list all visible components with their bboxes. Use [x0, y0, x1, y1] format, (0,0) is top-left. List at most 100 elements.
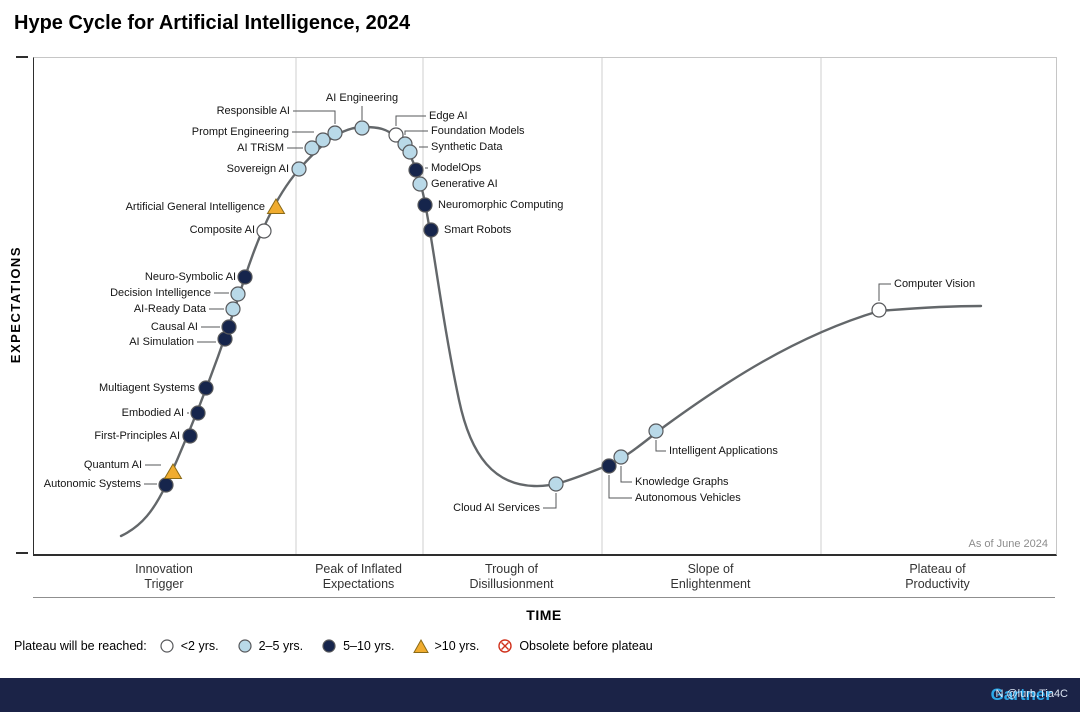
point-multiagent-systems: [198, 380, 214, 396]
y-axis-tick-top: [16, 56, 28, 58]
watermark-text: N @lurb.Tia4C: [995, 688, 1069, 700]
legend-circle-icon: [238, 639, 252, 653]
label-multiagent-systems: Multiagent Systems: [99, 382, 195, 394]
label-ai-ready-data: AI-Ready Data: [133, 303, 206, 315]
label-neuromorphic-computing: Neuromorphic Computing: [438, 199, 564, 211]
label-artificial-general-intelligence: Artificial General Intelligence: [125, 201, 265, 213]
point-embodied-ai: [190, 405, 206, 421]
legend-item-label: Obsolete before plateau: [519, 639, 653, 653]
label-autonomous-vehicles: Autonomous Vehicles: [635, 492, 741, 504]
point-composite-ai: [256, 223, 272, 239]
legend-item-10-yrs: >10 yrs.: [412, 638, 480, 654]
legend-triangle-icon: [412, 638, 429, 653]
point-ai-engineering: [354, 120, 370, 136]
label-responsible-ai: Responsible AI: [216, 105, 290, 117]
legend-item-label: 5–10 yrs.: [343, 639, 395, 653]
point-prompt-engineering: [315, 132, 331, 148]
leader-line: [404, 130, 428, 135]
legend-item-label: <2 yrs.: [180, 639, 219, 653]
page-title: Hype Cycle for Artificial Intelligence, …: [14, 12, 411, 34]
gartner-logo: Gartner: [990, 685, 1052, 704]
label-ai-simulation: AI Simulation: [129, 336, 194, 348]
label-foundation-models: Foundation Models: [431, 125, 525, 137]
label-smart-robots: Smart Robots: [444, 224, 512, 236]
phase-innovation-trigger: Innovation Trigger: [135, 562, 193, 591]
point-first-principles-ai: [182, 428, 198, 444]
label-ai-trism: AI TRiSM: [237, 142, 284, 154]
point-synthetic-data: [402, 144, 418, 160]
label-first-principles-ai: First-Principles AI: [94, 430, 180, 442]
label-quantum-ai: Quantum AI: [83, 459, 142, 471]
point-ai-trism: [304, 140, 320, 156]
legend-item-2-yrs: <2 yrs.: [159, 638, 219, 654]
y-axis-tick-bottom: [16, 552, 28, 554]
point-modelops: [408, 162, 424, 178]
phase-slope-of-enlightenment: Slope of Enlightenment: [670, 562, 751, 591]
label-cloud-ai-services: Cloud AI Services: [453, 502, 540, 514]
plot-area: Autonomic Systems Quantum AI First-Princip…: [33, 57, 1057, 556]
point-generative-ai: [412, 176, 428, 192]
leader-line: [655, 440, 666, 452]
point-autonomous-vehicles: [601, 458, 617, 474]
phase-plateau-of-productivity: Plateau of Productivity: [905, 562, 970, 591]
legend-item-label: 2–5 yrs.: [258, 639, 304, 653]
point-ai-ready-data: [225, 301, 241, 317]
point-neuromorphic-computing: [417, 197, 433, 213]
point-edge-ai: [388, 127, 404, 143]
legend-crossed-circle-icon: [498, 639, 513, 653]
legend-item-label: >10 yrs.: [434, 639, 480, 653]
label-sovereign-ai: Sovereign AI: [226, 163, 289, 175]
point-smart-robots: [423, 222, 439, 238]
point-intelligent-applications: [648, 423, 664, 439]
label-synthetic-data: Synthetic Data: [431, 141, 503, 153]
phase-labels-row: Innovation Trigger Peak of Inflated Expecta…: [33, 556, 1055, 598]
hype-cycle-chart: [119, 58, 983, 554]
label-generative-ai: Generative AI: [431, 178, 498, 190]
label-ai-engineering: AI Engineering: [325, 92, 399, 104]
point-quantum-ai: [163, 463, 183, 479]
point-knowledge-graphs: [613, 449, 629, 465]
label-prompt-engineering: Prompt Engineering: [191, 126, 289, 138]
legend-items: <2 yrs. 2–5 yrs. 5–10 yrs. >10 yrs. Obsolete…: [159, 638, 671, 654]
label-neuro-symbolic-ai: Neuro-Symbolic AI: [144, 271, 236, 283]
footer-bar: Gartner N @lurb.Tia4C: [0, 678, 1080, 712]
leader-line: [620, 466, 632, 483]
as-of-date: As of June 2024: [968, 538, 1048, 550]
x-axis-label: TIME: [526, 607, 562, 623]
point-labels-layer: Autonomic Systems Quantum AI First-Princip…: [34, 58, 1056, 554]
leader-line: [608, 475, 632, 499]
point-neuro-symbolic-ai: [237, 269, 253, 285]
point-decision-intelligence: [230, 286, 246, 302]
leader-line: [878, 283, 891, 301]
leader-line: [293, 110, 336, 124]
label-computer-vision: Computer Vision: [894, 278, 976, 290]
leader-line: [395, 115, 426, 126]
legend-item-obsolete-before-plateau: Obsolete before plateau: [497, 638, 653, 654]
point-sovereign-ai: [291, 161, 307, 177]
point-artificial-general-intelligence: [266, 198, 286, 214]
phase-peak-of-inflated-expectations: Peak of Inflated Expectations: [315, 562, 402, 591]
label-edge-ai: Edge AI: [429, 110, 468, 122]
legend-circle-icon: [160, 639, 174, 653]
label-composite-ai: Composite AI: [189, 224, 255, 236]
label-knowledge-graphs: Knowledge Graphs: [635, 476, 729, 488]
point-cloud-ai-services: [548, 476, 564, 492]
label-causal-ai: Causal AI: [150, 321, 198, 333]
legend-circle-icon: [322, 639, 336, 653]
legend-item-5-10-yrs: 5–10 yrs.: [321, 638, 395, 654]
label-embodied-ai: Embodied AI: [121, 407, 184, 419]
label-autonomic-systems: Autonomic Systems: [43, 478, 141, 490]
phase-trough-of-disillusionment: Trough of Disillusionment: [469, 562, 554, 591]
y-axis-label: EXPECTATIONS: [0, 57, 30, 553]
legend-item-2-5-yrs: 2–5 yrs.: [237, 638, 303, 654]
legend-title: Plateau will be reached:: [14, 639, 147, 653]
label-decision-intelligence: Decision Intelligence: [110, 287, 211, 299]
label-modelops: ModelOps: [431, 162, 482, 174]
point-causal-ai: [221, 319, 237, 335]
legend: Plateau will be reached: <2 yrs. 2–5 yrs.…: [14, 638, 671, 654]
leader-line: [543, 493, 557, 509]
point-computer-vision: [871, 302, 887, 318]
y-axis-label-text: EXPECTATIONS: [7, 246, 23, 364]
label-intelligent-applications: Intelligent Applications: [669, 445, 778, 457]
